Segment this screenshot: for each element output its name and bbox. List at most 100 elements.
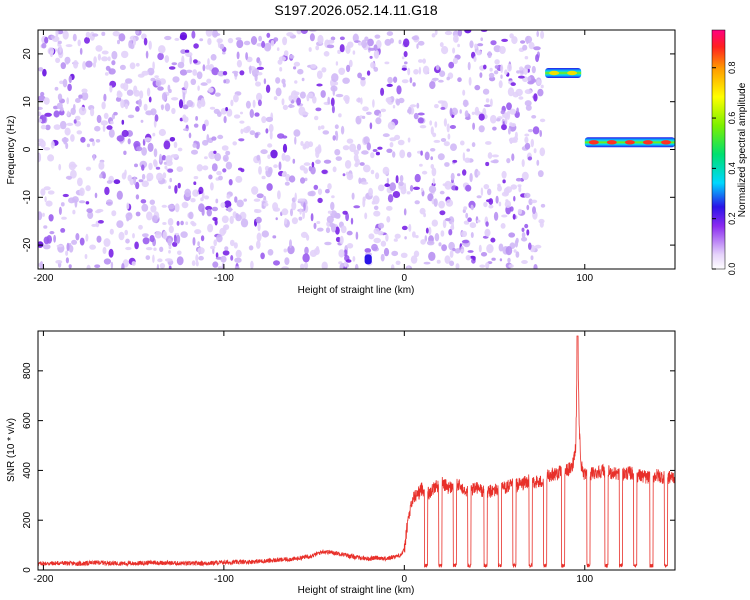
speckle	[221, 145, 229, 151]
speckle	[498, 80, 503, 89]
speckle	[226, 108, 233, 117]
speckle	[208, 174, 213, 180]
speckle	[250, 36, 258, 45]
tone-segment-1-peak	[567, 70, 578, 76]
speckle	[316, 83, 323, 87]
speckle	[61, 216, 67, 220]
speckle	[332, 135, 336, 141]
speckle	[423, 261, 431, 265]
speckle	[113, 111, 118, 116]
speckle	[536, 159, 540, 166]
speckle	[47, 47, 55, 55]
speckle	[483, 104, 491, 108]
heatmap-x-ticks: -200 -100 0 100	[33, 30, 594, 284]
speckle	[366, 142, 371, 151]
speckle	[193, 59, 198, 64]
speckle	[372, 149, 378, 152]
speckle	[152, 254, 155, 263]
speckle	[429, 120, 433, 126]
speckle	[200, 235, 205, 242]
speckle	[485, 98, 490, 103]
speckle	[406, 266, 410, 269]
speckle	[263, 202, 269, 207]
speckle	[102, 124, 106, 132]
speckle	[463, 206, 468, 211]
speckle	[315, 45, 320, 51]
speckle	[55, 30, 59, 37]
speckle	[178, 99, 184, 109]
speckle	[499, 258, 503, 262]
speckle	[386, 83, 393, 87]
speckle	[82, 61, 87, 70]
speckle	[457, 30, 463, 37]
speckle	[518, 185, 522, 193]
speckle	[392, 191, 401, 198]
speckle	[349, 143, 357, 153]
speckle	[179, 69, 188, 76]
speckle	[460, 140, 465, 146]
speckle	[500, 223, 506, 229]
speckle	[183, 80, 189, 90]
speckle	[526, 229, 530, 236]
colorbar-ticks: 0.0 0.2 0.4 0.6 0.8	[712, 61, 737, 275]
speckle	[75, 98, 81, 103]
speckle	[56, 244, 64, 248]
speckle	[103, 238, 111, 247]
speckle	[256, 232, 262, 242]
speckle	[391, 264, 395, 269]
speckle	[278, 161, 282, 171]
speckle	[340, 125, 345, 135]
speckle	[240, 111, 243, 115]
speckle	[193, 176, 199, 180]
speckle	[532, 126, 540, 135]
speckle	[250, 260, 254, 269]
speckle	[233, 94, 239, 103]
y-tick-label: 600	[22, 412, 33, 429]
speckle	[384, 38, 392, 46]
speckle	[205, 64, 211, 70]
speckle	[281, 266, 289, 269]
speckle	[309, 249, 317, 257]
speckle	[62, 193, 69, 198]
speckle	[521, 232, 526, 239]
speckle	[343, 95, 350, 102]
speckle	[455, 186, 459, 191]
speckle	[267, 154, 271, 159]
speckle	[221, 215, 229, 224]
y-tick-label: 20	[22, 48, 33, 60]
speckle	[159, 246, 164, 252]
speckle	[343, 249, 348, 257]
speckle	[293, 91, 300, 96]
speckle	[335, 93, 344, 98]
speckle	[457, 173, 461, 177]
speckle	[256, 154, 261, 161]
speckle	[487, 51, 492, 59]
speckle	[92, 62, 96, 68]
speckle	[66, 242, 70, 252]
speckle	[299, 91, 306, 99]
speckle	[141, 164, 145, 171]
speckle	[172, 241, 178, 247]
colorbar-tick-label: 0.4	[727, 162, 737, 175]
speckle	[243, 127, 250, 134]
speckle	[361, 39, 367, 49]
speckle	[124, 169, 127, 177]
speckle	[432, 132, 437, 138]
speckle	[441, 46, 449, 55]
speckle	[138, 98, 142, 108]
speckle	[293, 66, 297, 70]
speckle	[426, 240, 435, 246]
speckle	[327, 96, 331, 105]
speckle	[112, 31, 121, 37]
speckle	[511, 153, 515, 161]
speckle	[359, 162, 365, 166]
speckle	[366, 70, 371, 76]
speckle	[465, 184, 472, 192]
speckle	[134, 241, 139, 250]
speckle	[320, 90, 326, 98]
speckle	[85, 60, 93, 68]
speckle	[289, 239, 292, 249]
speckle	[339, 44, 345, 53]
speckle	[533, 148, 537, 154]
speckle	[85, 31, 91, 38]
